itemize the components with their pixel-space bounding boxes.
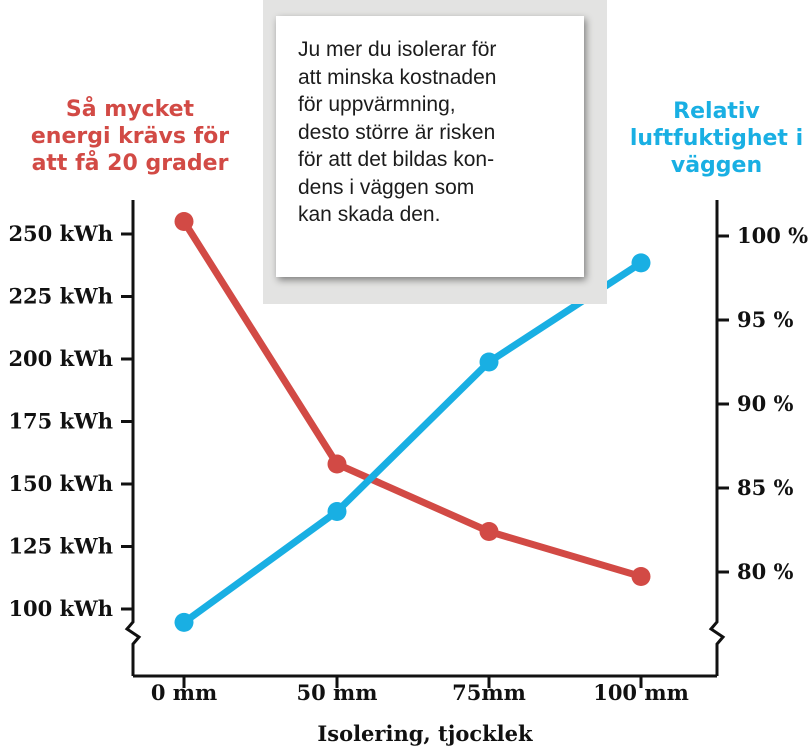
tick-labels: 100 kWh 125 kWh 150 kWh 175 kWh 200 kWh 225 k…: [8, 221, 808, 746]
x-axis-title: Isolering, tjocklek: [317, 721, 533, 746]
series-points: [174, 212, 651, 632]
humidity-series-line: [180, 259, 645, 626]
right-tick-label: 90 %: [737, 391, 794, 416]
left-tick-label: 225 kWh: [8, 284, 113, 309]
energy-data-point: [631, 567, 651, 586]
right-axis-title: Relativ luftfuktighet i väggen: [629, 99, 804, 178]
humidity-data-point: [631, 253, 651, 273]
left-tick-label: 250 kWh: [8, 221, 113, 246]
right-axis-line: [708, 200, 726, 676]
right-tick-label: 100 %: [737, 223, 808, 248]
x-tick-label: 50 mm: [297, 680, 378, 705]
x-tick-label: 0 mm: [151, 680, 217, 705]
energy-data-point: [479, 522, 499, 541]
right-tick-label: 95 %: [737, 307, 794, 332]
right-tick-label: 80 %: [737, 559, 794, 584]
energy-data-point: [327, 454, 347, 474]
humidity-data-point: [174, 612, 194, 632]
left-tick-label: 175 kWh: [8, 409, 113, 434]
callout-text: Ju mer du isolerar för att minska kostna…: [298, 38, 497, 226]
humidity-data-point: [327, 502, 347, 522]
left-axis-title: Så mycket energi krävs för att få 20 gra…: [30, 97, 230, 176]
left-tick-label: 125 kWh: [8, 534, 113, 559]
x-tick-label: 100 mm: [593, 680, 689, 705]
energy-series-line: [180, 218, 645, 580]
left-tick-label: 200 kWh: [8, 346, 113, 371]
callout-box: Ju mer du isolerar för att minska kostna…: [276, 16, 584, 277]
left-tick-label: 150 kWh: [8, 471, 113, 496]
chart-axes: [121, 200, 729, 688]
x-tick-label: 75mm: [452, 680, 526, 705]
energy-data-point: [174, 212, 194, 231]
series-lines: [180, 218, 645, 626]
humidity-data-point: [479, 352, 499, 372]
left-tick-label: 100 kWh: [8, 596, 113, 621]
right-tick-label: 85 %: [737, 475, 794, 500]
left-axis-line: [124, 200, 142, 676]
